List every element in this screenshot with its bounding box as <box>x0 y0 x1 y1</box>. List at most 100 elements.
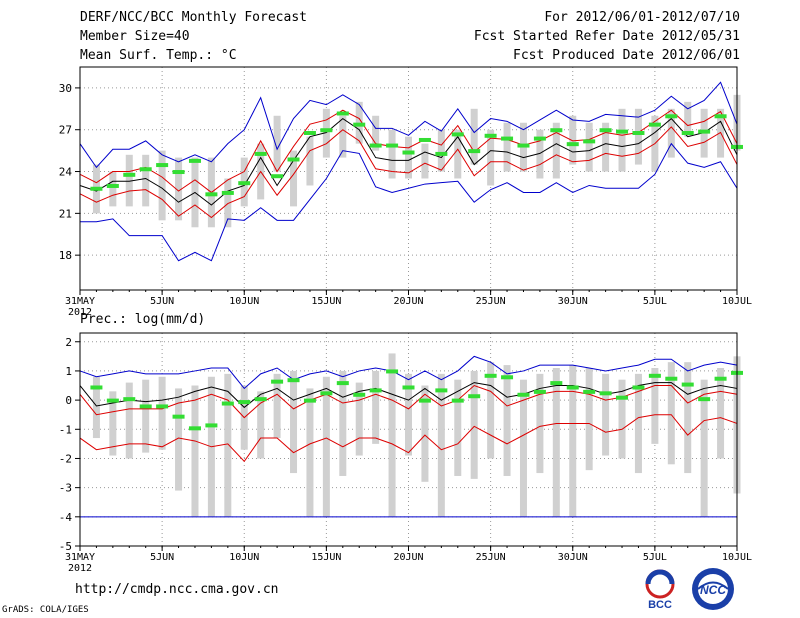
prec-obs-marker <box>533 389 546 394</box>
prec-spread-box <box>618 379 626 459</box>
prec-spread-box <box>634 373 642 474</box>
temp-x-year-label: 2012 <box>68 307 92 318</box>
forecast-produced-date: Fcst Produced Date 2012/06/01 <box>513 48 740 63</box>
ncc-logo-text: NCC <box>700 583 726 597</box>
temp-x-tick-label: 30JUN <box>558 296 588 307</box>
temp-x-tick-label: 5JUN <box>150 296 174 307</box>
temp-obs-marker <box>616 129 629 134</box>
temp-obs-marker <box>221 190 234 195</box>
temp-spread-box <box>667 108 675 158</box>
temp-obs-marker <box>205 192 218 197</box>
temp-spread-box <box>125 154 133 207</box>
temp-spread-box <box>142 154 150 207</box>
temp-obs-marker <box>353 122 366 127</box>
temp-obs-marker <box>369 143 382 148</box>
prec-obs-marker <box>205 423 218 428</box>
temp-obs-marker <box>698 129 711 134</box>
temp-obs-marker <box>156 163 169 168</box>
prec-spread-box <box>437 373 445 517</box>
prec-spread-box <box>273 373 281 439</box>
prec-obs-marker <box>501 375 514 380</box>
prec-spread-box <box>372 370 380 444</box>
prec-spread-box <box>322 376 330 517</box>
temp-spread-box <box>372 115 380 151</box>
prec-obs-marker <box>402 385 415 390</box>
prec-obs-marker <box>583 389 596 394</box>
temp-spread-box <box>454 129 462 179</box>
temp-obs-marker <box>238 181 251 186</box>
prec-x-year-label: 2012 <box>68 563 92 574</box>
temp-obs-marker <box>271 174 284 179</box>
prec-obs-marker <box>435 388 448 393</box>
prec-obs-marker <box>287 378 300 383</box>
prec-x-tick-label: 30JUN <box>558 552 588 563</box>
temp-y-tick-label: 24 <box>59 166 73 179</box>
prec-spread-box <box>388 353 396 517</box>
temp-obs-marker <box>336 111 349 116</box>
temp-obs-marker <box>139 167 152 172</box>
chart-title: DERF/NCC/BCC Monthly Forecast <box>80 10 307 25</box>
temp-spread-box <box>536 129 544 179</box>
temp-x-tick-label: 25JUN <box>476 296 506 307</box>
prec-spread-box <box>470 370 478 479</box>
prec-obs-marker <box>188 426 201 431</box>
prec-obs-marker <box>156 404 169 409</box>
prec-spread-box <box>552 368 560 517</box>
prec-obs-marker <box>550 381 563 386</box>
temp-spread-box <box>421 143 429 179</box>
footer-url[interactable]: http://cmdp.ncc.cma.gov.cn <box>75 582 279 597</box>
prec-spread-box <box>125 382 133 459</box>
prec-spread-box <box>519 379 527 517</box>
prec-lower-line <box>79 414 738 463</box>
prec-spread-box <box>667 362 675 465</box>
temp-spread-box <box>634 108 642 165</box>
temp-min-line <box>80 142 738 262</box>
temp-obs-marker <box>648 122 661 127</box>
temp-spread-box <box>339 115 347 158</box>
prec-spread-box <box>405 373 412 456</box>
prec-obs-marker <box>599 391 612 396</box>
temp-spread-box <box>224 178 232 228</box>
prec-obs-marker <box>90 385 103 390</box>
temp-spread-box <box>569 115 577 165</box>
temp-obs-marker <box>599 128 612 133</box>
prec-x-tick-label: 25JUN <box>476 552 506 563</box>
prec-spread-box <box>454 379 462 476</box>
prec-y-tick-label: 1 <box>65 365 72 378</box>
temp-obs-marker <box>451 132 464 137</box>
prec-spread-box <box>191 385 199 517</box>
member-size: Member Size=40 <box>80 29 190 44</box>
prec-spread-box <box>700 379 708 517</box>
prec-x-tick-label: 10JUL <box>722 552 752 563</box>
temp-obs-marker <box>386 143 399 148</box>
forecast-period: For 2012/06/01-2012/07/10 <box>544 10 740 25</box>
prec-y-tick-label: 2 <box>65 336 72 349</box>
temp-obs-marker <box>566 142 579 147</box>
prec-y-tick-label: -4 <box>59 511 73 524</box>
temp-obs-marker <box>468 149 481 154</box>
prec-obs-marker <box>303 398 316 403</box>
grads-credit: GrADS: COLA/IGES <box>2 605 89 615</box>
temp-x-tick-label: 10JUN <box>229 296 259 307</box>
prec-spread-box <box>257 391 265 459</box>
temp-obs-marker <box>501 136 514 141</box>
temp-obs-marker <box>418 137 431 142</box>
temp-obs-marker <box>632 131 645 136</box>
temp-obs-marker <box>484 133 497 138</box>
prec-y-tick-label: -5 <box>59 540 72 553</box>
temp-spread-box <box>158 150 166 221</box>
temp-obs-marker <box>254 151 267 156</box>
temp-x-tick-label: 5JUL <box>643 296 667 307</box>
prec-x-tick-label: 20JUN <box>393 552 423 563</box>
temp-x-tick-label: 31MAY <box>65 296 95 307</box>
prec-spread-box <box>536 373 544 474</box>
prec-spread-box <box>684 362 692 474</box>
prec-obs-marker <box>616 395 629 400</box>
prec-y-tick-label: 0 <box>65 394 72 407</box>
prec-obs-marker <box>484 373 497 378</box>
prec-obs-marker <box>139 404 152 409</box>
prec-obs-marker <box>451 398 464 403</box>
